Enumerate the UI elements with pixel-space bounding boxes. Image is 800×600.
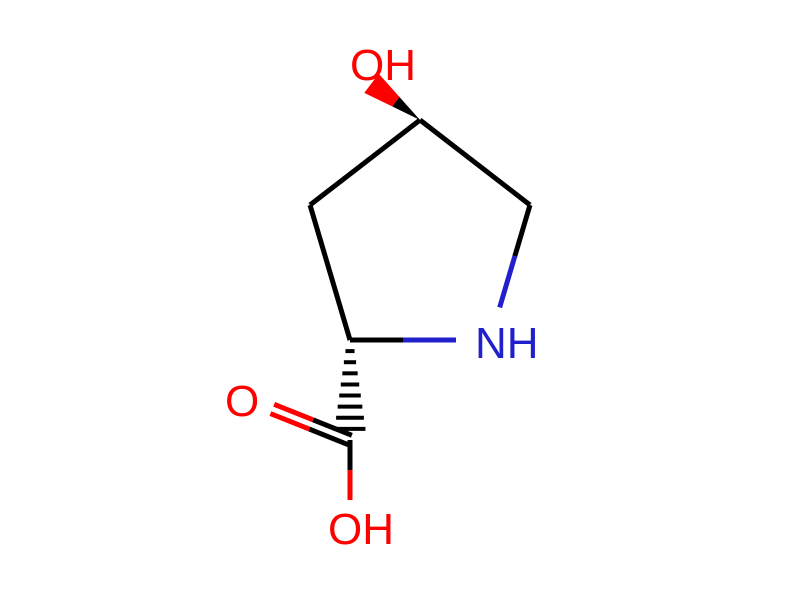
bond-single: [420, 120, 530, 205]
bond-single: [500, 256, 515, 307]
label-oh-bottom: OH: [328, 505, 394, 554]
label-nh: NH: [475, 319, 539, 368]
bond-single: [310, 120, 420, 205]
label-o-double: O: [225, 377, 259, 426]
bond-single: [515, 205, 530, 256]
bond-single: [310, 205, 350, 340]
label-oh-top: OH: [350, 41, 416, 90]
molecule-diagram: OH NH O OH: [0, 0, 800, 600]
